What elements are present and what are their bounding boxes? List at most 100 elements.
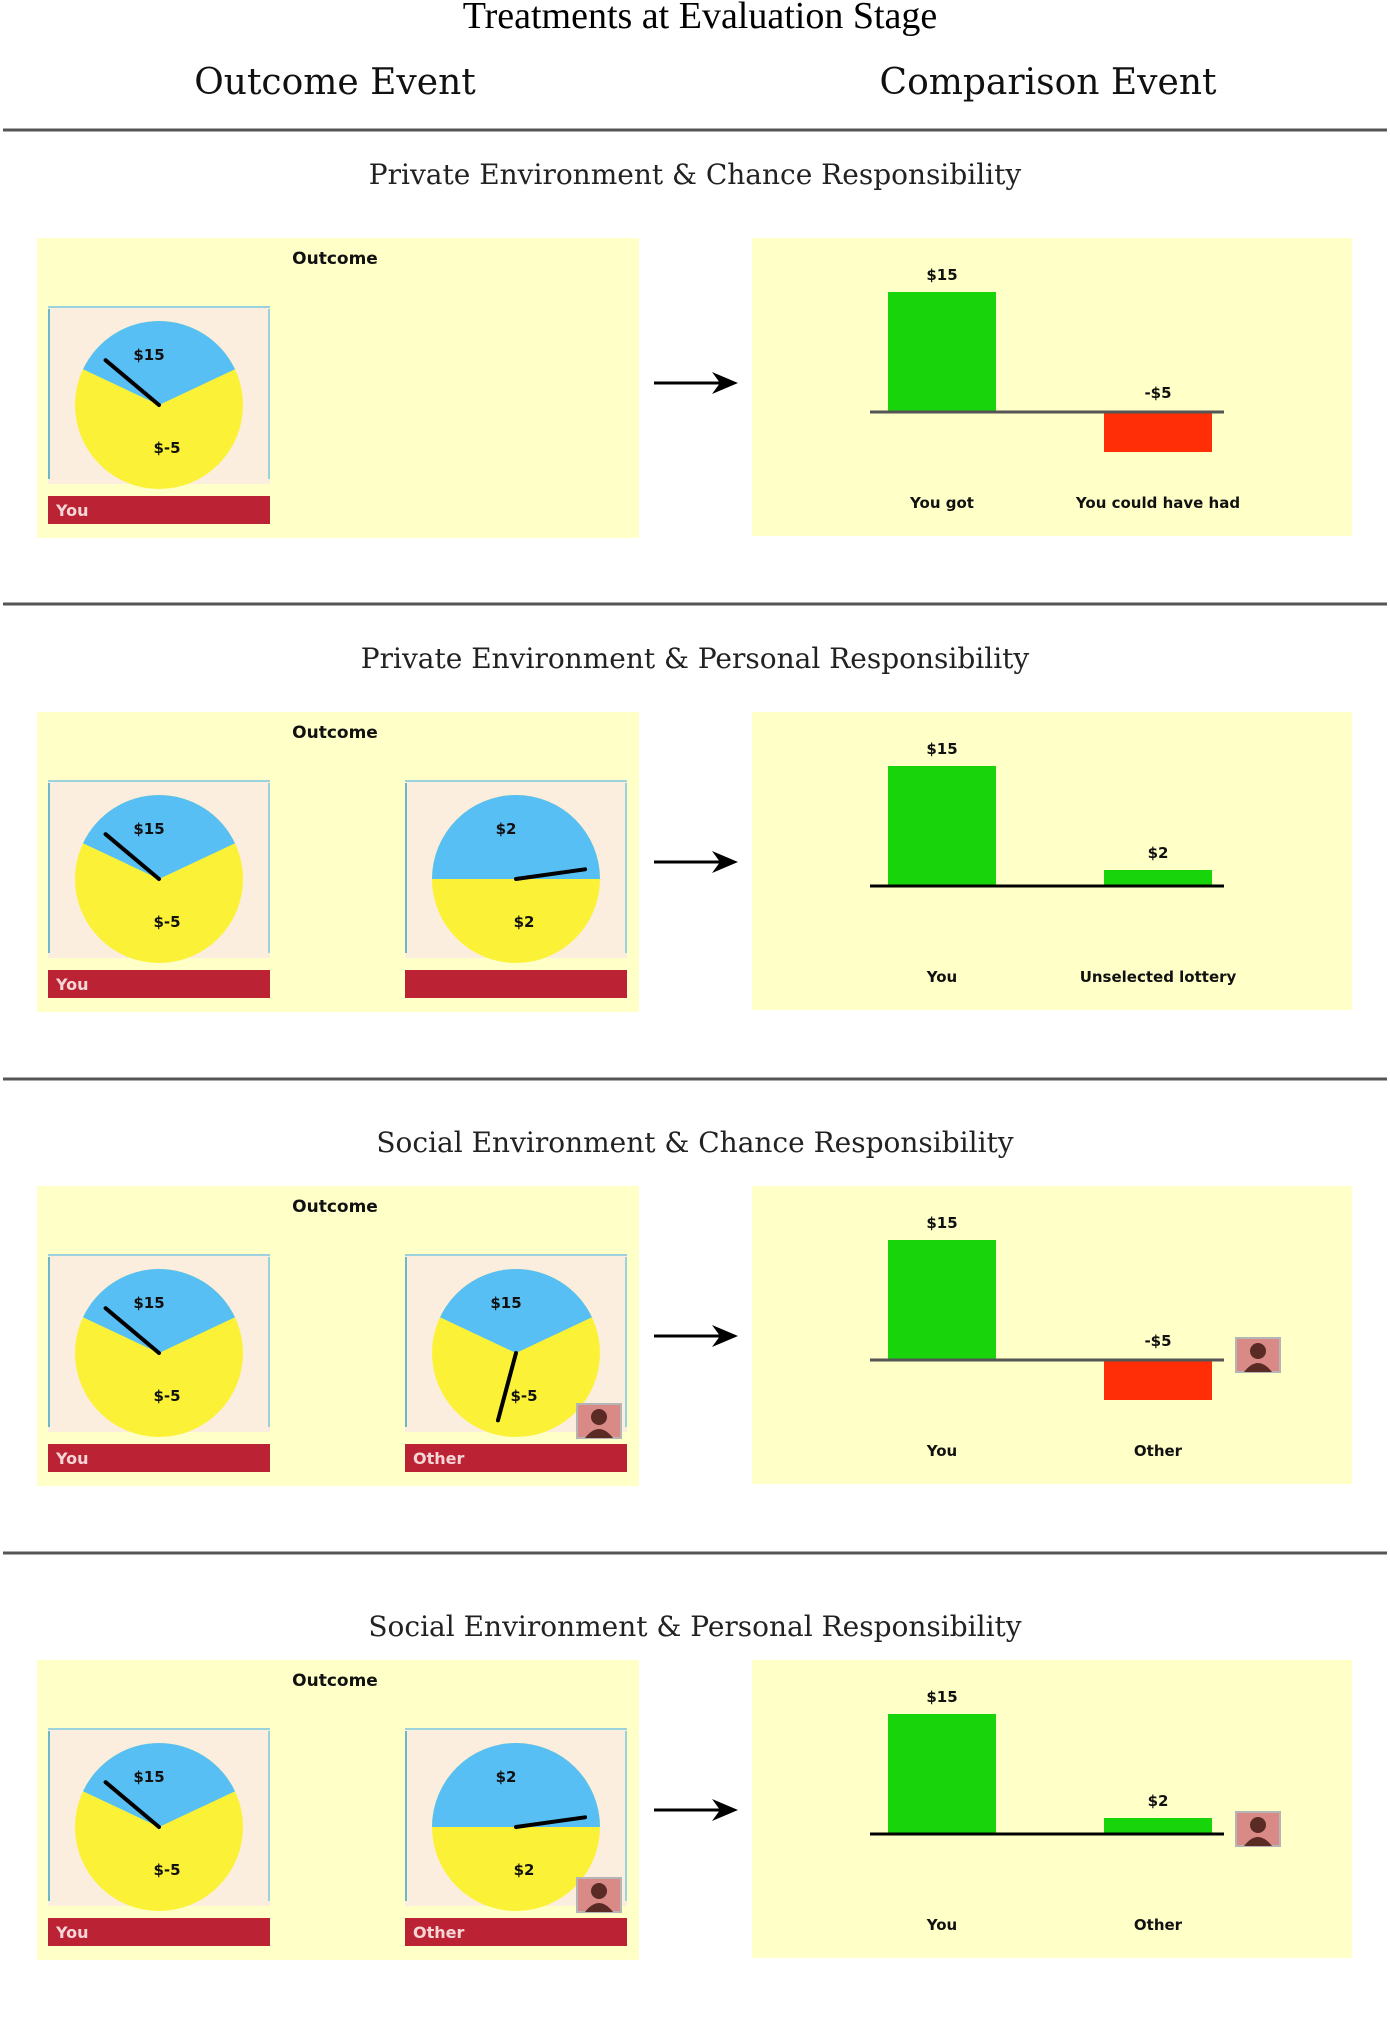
bar-category-label: You [926,1916,957,1934]
panel-heading: Social Environment & Personal Responsibi… [368,1610,1021,1643]
comparison-avatar-icon [1235,1337,1281,1373]
you-lottery-card: $15 $-5 You [48,1254,270,1472]
card-edge-left [405,1731,407,1901]
comparison-chart: $15 You $2 Unselected lottery [752,712,1352,1010]
comparison-chart: $15 You $2 Other [752,1660,1352,1958]
pie-top-label: $15 [133,1294,164,1312]
avatar-head [591,1409,607,1425]
comparison-chart: $15 You got -$5 You could have had [752,238,1352,536]
pie-needle [103,832,161,881]
pie-top-label: $2 [496,820,517,838]
comparison-bar [888,1714,996,1834]
card-edge-right [625,783,627,953]
bar-value-label: $15 [926,1214,957,1232]
avatar-head [1250,1817,1266,1833]
treatment-panel-3: Social Environment & Chance Responsibili… [3,1126,1387,1555]
pie-needle [103,358,161,407]
comparison-chart: $15 You -$5 Other [752,1186,1352,1484]
card-edge-left [48,309,50,479]
bar-value-label: $2 [1148,844,1169,862]
panel-heading: Social Environment & Chance Responsibili… [376,1126,1013,1159]
comparison-bar [888,292,996,412]
pie-bottom-label: $2 [514,913,535,931]
other-avatar-icon [576,1403,622,1439]
pie-bottom-label: $-5 [153,1861,180,1879]
arrow-head [712,372,738,394]
bar-category-label: Other [1134,1442,1183,1460]
card-edge-right [268,309,270,479]
player-label-bar [48,970,270,998]
bar-category-label: You [926,1442,957,1460]
pie-needle [514,867,588,881]
pie-blue-slice [439,1268,593,1353]
card-edge-top [48,1254,270,1256]
player-label: Other [413,1923,464,1942]
bar-value-label: $15 [926,740,957,758]
bar-category-label: You could have had [1075,494,1240,512]
pie-bottom-label: $-5 [153,439,180,457]
card-edge-left [48,783,50,953]
treatment-panel-4: Social Environment & Personal Responsibi… [37,1610,1352,1960]
avatar-body [1244,1363,1272,1372]
avatar-head [591,1883,607,1899]
pie-bottom-label: $2 [514,1861,535,1879]
column-heading-comparison-event: Comparison Event [880,62,1217,103]
card-edge-top [405,780,627,782]
outcome-label: Outcome [292,1671,378,1691]
you-lottery-card: $15 $-5 You [48,306,270,524]
pie-needle [514,1815,588,1829]
other-lottery-card: $2 $2 Other [405,1728,627,1946]
comparison-avatar-icon [1235,1811,1281,1847]
player-label-bar [405,1918,627,1946]
card-edge-right [268,1257,270,1427]
arrow-head [712,1325,738,1347]
player-label: Other [413,1449,464,1468]
pie-top-label: $15 [133,346,164,364]
card-edge-top [405,1254,627,1256]
comparison-panel-bg [752,238,1352,536]
card-edge-right [268,1731,270,1901]
card-edge-left [405,1257,407,1427]
bar-category-label: Other [1134,1916,1183,1934]
pie-top-label: $15 [133,820,164,838]
treatment-panel-2: Private Environment & Personal Responsib… [3,642,1387,1081]
player-label: You [55,975,89,994]
card-edge-top [48,1728,270,1730]
avatar-body [585,1429,613,1438]
other-lottery-card: $2 $2 [405,780,627,998]
card-edge-right [268,783,270,953]
player-label-bar [405,1444,627,1472]
pie-blue-slice [432,1743,600,1827]
pie-blue-slice [82,321,236,405]
pie-top-label: $2 [496,1768,517,1786]
bar-category-label: You [926,968,957,986]
comparison-bar [1104,1818,1212,1834]
outcome-label: Outcome [292,249,378,269]
card-edge-top [48,780,270,782]
comparison-bar [888,1240,996,1360]
player-label-bar [405,970,627,998]
card-edge-right [625,1731,627,1901]
pie-bottom-label: $-5 [153,913,180,931]
you-lottery-card: $15 $-5 You [48,780,270,998]
arrow-icon [654,372,738,394]
outcome-label: Outcome [292,1197,378,1217]
bar-value-label: -$5 [1144,1332,1171,1350]
pie-needle [103,1780,161,1829]
pie-top-label: $15 [490,1294,521,1312]
arrow-icon [654,1325,738,1347]
pie-needle [103,1306,161,1355]
pie-bottom-label: $-5 [510,1387,537,1405]
card-edge-top [405,1728,627,1730]
pie-top-label: $15 [133,1768,164,1786]
bar-value-label: -$5 [1144,384,1171,402]
figure-title: Treatments at Evaluation Stage [463,0,938,37]
pie-blue-slice [432,795,600,879]
comparison-bar [888,766,996,886]
arrow-head [712,1799,738,1821]
bar-category-label: Unselected lottery [1080,968,1237,986]
bar-value-label: $15 [926,1688,957,1706]
column-heading-outcome-event: Outcome Event [194,62,476,103]
card-edge-left [48,1257,50,1427]
